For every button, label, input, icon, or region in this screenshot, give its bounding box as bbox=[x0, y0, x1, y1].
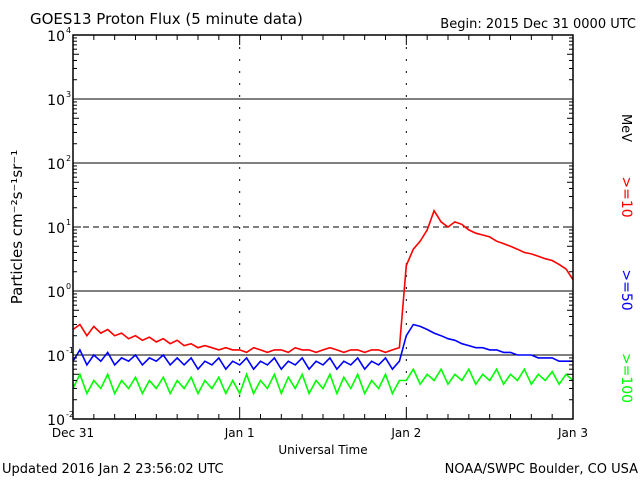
y-tick-exponent: -2 bbox=[66, 410, 74, 419]
begin-label: Begin: 2015 Dec 31 0000 UTC bbox=[440, 17, 636, 32]
plot-frame bbox=[72, 34, 574, 420]
y-tick-label: 10 bbox=[47, 413, 65, 429]
y-axis-label: Particles cm⁻²s⁻¹sr⁻¹ bbox=[8, 150, 26, 304]
legend-100mev: >=100 bbox=[618, 353, 634, 403]
y-tick-label: 10 bbox=[47, 93, 65, 109]
series-line-50mev bbox=[72, 323, 573, 371]
y-tick-exponent: 0 bbox=[66, 282, 71, 291]
y-tick-exponent: 3 bbox=[66, 90, 71, 99]
y-tick-exponent: 4 bbox=[66, 26, 71, 35]
x-tick-label: Jan 1 bbox=[224, 426, 255, 440]
legend-10mev: >=10 bbox=[618, 176, 634, 217]
y-tick-exponent: -1 bbox=[66, 346, 74, 355]
x-tick-label: Jan 3 bbox=[557, 426, 588, 440]
x-tick-label: Dec 31 bbox=[52, 426, 94, 440]
y-tick-label: 10 bbox=[47, 349, 65, 365]
y-tick-label: 10 bbox=[47, 285, 65, 301]
series-line-10mev bbox=[72, 208, 574, 354]
chart-title: GOES13 Proton Flux (5 minute data) bbox=[30, 10, 303, 28]
legend-50mev: >=50 bbox=[618, 269, 634, 310]
y-tick-label: 10 bbox=[47, 221, 65, 237]
credit-label: NOAA/SWPC Boulder, CO USA bbox=[445, 462, 638, 477]
y-tick-exponent: 1 bbox=[66, 218, 71, 227]
y-tick-label: 10 bbox=[47, 29, 65, 45]
y-tick-exponent: 2 bbox=[66, 154, 71, 163]
x-axis-label: Universal Time bbox=[278, 443, 367, 457]
series-line-100mev bbox=[72, 367, 574, 396]
y-tick-label: 10 bbox=[47, 157, 65, 173]
x-tick-label: Jan 2 bbox=[390, 426, 421, 440]
updated-label: Updated 2016 Jan 2 23:56:02 UTC bbox=[2, 462, 224, 477]
units-label: MeV bbox=[618, 114, 633, 142]
